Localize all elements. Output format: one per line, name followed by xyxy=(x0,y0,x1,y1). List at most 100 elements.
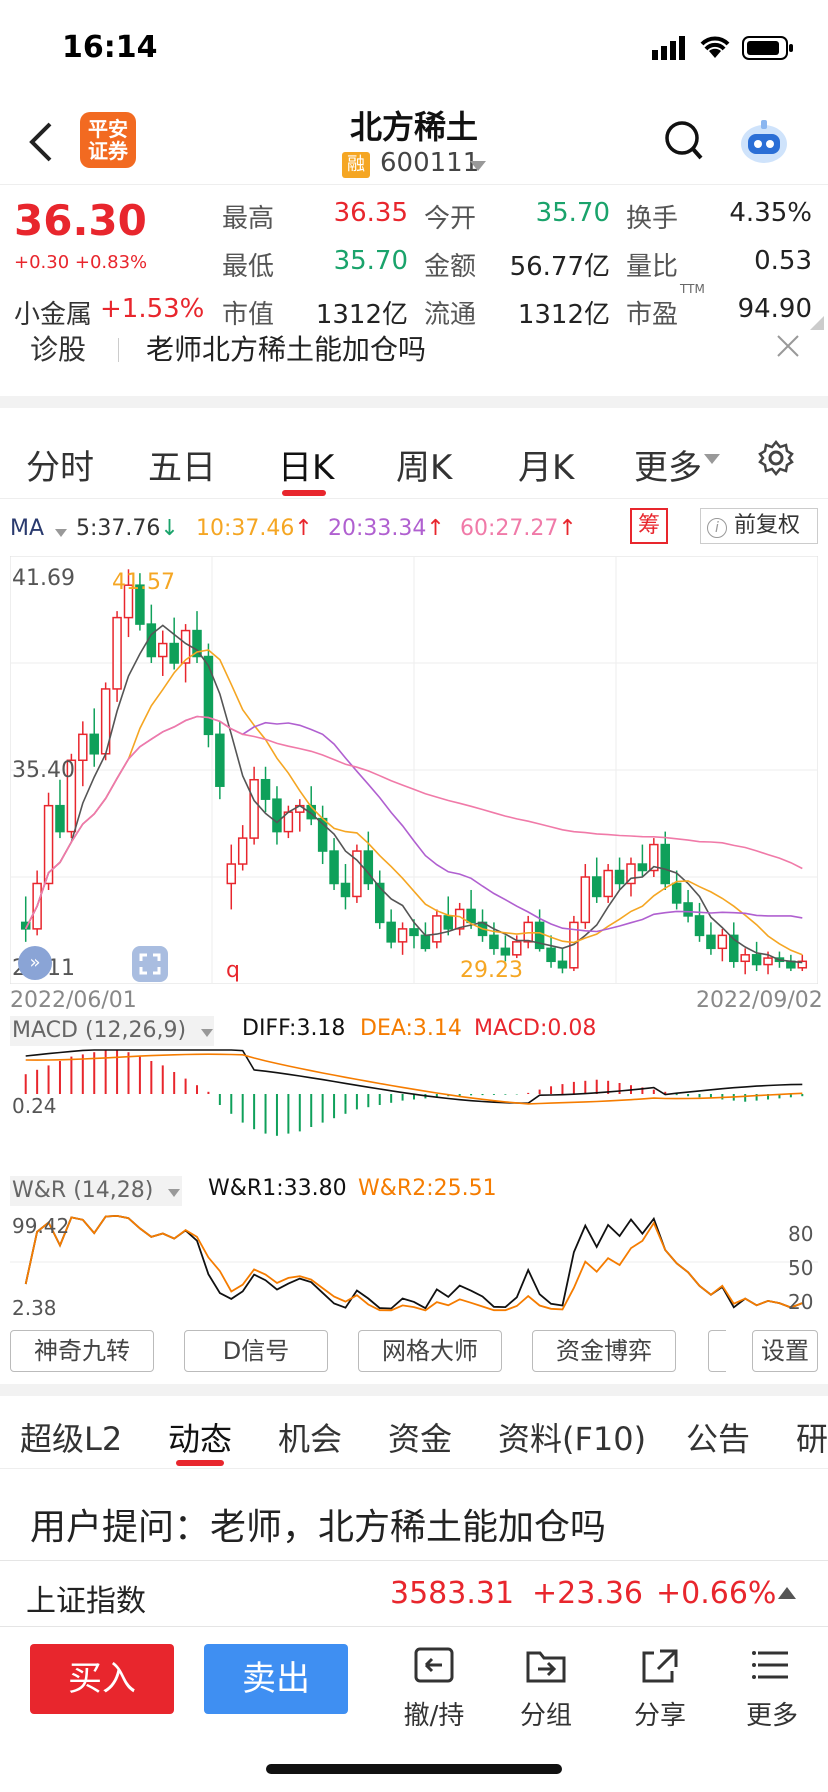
candle-body xyxy=(43,804,54,885)
index-change: +23.36 xyxy=(532,1576,644,1611)
expand-up-icon[interactable] xyxy=(778,1584,796,1603)
section-tab-6[interactable]: 研 xyxy=(796,1420,828,1458)
section-tab-0[interactable]: 超级L2 xyxy=(20,1420,123,1458)
macd-value: MACD:0.08 xyxy=(474,1016,597,1041)
current-price: 36.30 xyxy=(14,196,147,245)
buy-button[interactable]: 买入 xyxy=(30,1644,174,1714)
candle-body xyxy=(192,629,202,658)
diagnose-text[interactable]: 老师北方稀土能加仓吗 xyxy=(146,333,427,366)
fuquan-button[interactable]: i 前复权 xyxy=(700,508,818,544)
user-question[interactable]: 用户提问：老师，北方稀土能加仓吗 xyxy=(30,1507,607,1548)
candle-body xyxy=(546,947,556,963)
tool-chip-0[interactable]: 神奇九转 xyxy=(10,1330,154,1372)
stat-label: 换手 xyxy=(626,204,679,234)
tool-chip-5[interactable]: 设置 xyxy=(752,1330,818,1372)
ma10-value: 10:37.46↑ xyxy=(196,516,313,541)
fullscreen-icon[interactable] xyxy=(132,946,168,982)
stat-value: 1312亿 xyxy=(517,300,610,330)
candle-body xyxy=(557,960,568,969)
candle-body xyxy=(215,733,225,787)
share-button[interactable]: 分享 xyxy=(620,1645,700,1732)
chip-distribution-button[interactable]: 筹 xyxy=(630,508,668,544)
wr-selector[interactable]: W&R (14,28) xyxy=(10,1176,182,1206)
battery-icon xyxy=(742,36,794,66)
candle-body xyxy=(489,934,499,950)
chevron-down-icon xyxy=(168,1189,181,1197)
stock-code[interactable]: 600111 xyxy=(380,148,480,178)
candle-body xyxy=(763,957,773,966)
section-tab-5[interactable]: 公告 xyxy=(686,1420,751,1458)
tool-chip-3[interactable]: 资金博弈 xyxy=(532,1330,676,1372)
candle-body xyxy=(123,584,134,619)
stat-value: 56.77亿 xyxy=(509,252,610,282)
stat-value: 4.35% xyxy=(729,198,812,228)
expand-chart-icon[interactable]: » xyxy=(18,946,52,980)
candle-body xyxy=(226,863,237,885)
wr-top-label: 99.42 xyxy=(12,1214,70,1238)
kline-chart[interactable] xyxy=(10,556,818,984)
candle-body xyxy=(797,960,808,969)
close-icon[interactable] xyxy=(776,334,800,362)
section-tab-4[interactable]: 资料(F10) xyxy=(498,1420,647,1458)
start-date-label: 2022/06/01 xyxy=(10,988,137,1013)
wr28-line xyxy=(24,1214,803,1312)
stat-label: 金额 xyxy=(424,252,477,282)
group-button[interactable]: 分组 xyxy=(506,1645,586,1732)
candle-body xyxy=(626,863,636,885)
tool-chip-2[interactable]: 网格大师 xyxy=(358,1330,502,1372)
candle-body xyxy=(751,954,762,966)
ma5-line xyxy=(24,624,803,964)
candle-body xyxy=(500,947,511,956)
more-button[interactable]: 更多 xyxy=(732,1645,812,1732)
candle-body xyxy=(386,921,396,943)
ma-indicator-label[interactable]: MA xyxy=(10,516,45,541)
tool-chip-4[interactable] xyxy=(708,1330,726,1372)
sector-name[interactable]: 小金属 xyxy=(14,300,93,330)
candle-body xyxy=(729,934,739,963)
candle-body xyxy=(466,908,476,924)
dea-line xyxy=(25,1053,803,1105)
chevron-down-icon[interactable] xyxy=(704,454,720,464)
candle-body xyxy=(443,915,454,930)
candle-body xyxy=(512,941,522,956)
search-icon[interactable] xyxy=(664,120,704,168)
tab-2[interactable]: 日K xyxy=(278,448,335,488)
stock-name: 北方稀土 xyxy=(349,108,478,146)
diff-line xyxy=(25,1049,803,1105)
tab-4[interactable]: 月K xyxy=(518,448,575,488)
candle-body xyxy=(591,876,602,898)
chevron-down-icon[interactable] xyxy=(470,158,486,177)
tab-1[interactable]: 五日 xyxy=(148,448,216,488)
tab-0[interactable]: 分时 xyxy=(26,448,94,488)
diagnose-tag[interactable]: 诊股 xyxy=(30,333,87,366)
tool-chip-1[interactable]: D信号 xyxy=(184,1330,328,1372)
candle-body xyxy=(260,778,271,800)
candle-body xyxy=(352,850,362,898)
candle-body xyxy=(420,934,431,950)
candle-body xyxy=(614,869,625,885)
cancel-hold-button[interactable]: 撤/持 xyxy=(394,1645,474,1732)
section-tab-3[interactable]: 资金 xyxy=(388,1420,453,1458)
ma20-value: 20:33.34↑ xyxy=(328,516,445,541)
margin-badge: 融 xyxy=(342,152,370,178)
section-tab-1[interactable]: 动态 xyxy=(168,1420,233,1458)
back-icon[interactable] xyxy=(26,120,56,168)
tab-3[interactable]: 周K xyxy=(396,448,453,488)
section-tab-2[interactable]: 机会 xyxy=(278,1420,343,1458)
macd-selector[interactable]: MACD (12,26,9) xyxy=(10,1016,214,1046)
candle-body xyxy=(683,902,693,917)
index-name[interactable]: 上证指数 xyxy=(26,1584,146,1619)
tab-5[interactable]: 更多 xyxy=(634,448,702,488)
candle-body xyxy=(432,915,442,943)
chevron-down-icon[interactable] xyxy=(55,524,67,543)
wifi-icon xyxy=(698,34,732,64)
settings-gear-icon[interactable] xyxy=(758,439,794,480)
candle-body xyxy=(203,655,214,736)
candle-body xyxy=(78,733,88,762)
cancel-hold-icon xyxy=(414,1647,454,1683)
candle-body xyxy=(135,584,145,625)
stat-value: 36.35 xyxy=(333,198,408,228)
sell-button[interactable]: 卖出 xyxy=(204,1644,348,1714)
robot-assistant-icon[interactable] xyxy=(738,116,790,170)
candle-body xyxy=(169,642,179,664)
